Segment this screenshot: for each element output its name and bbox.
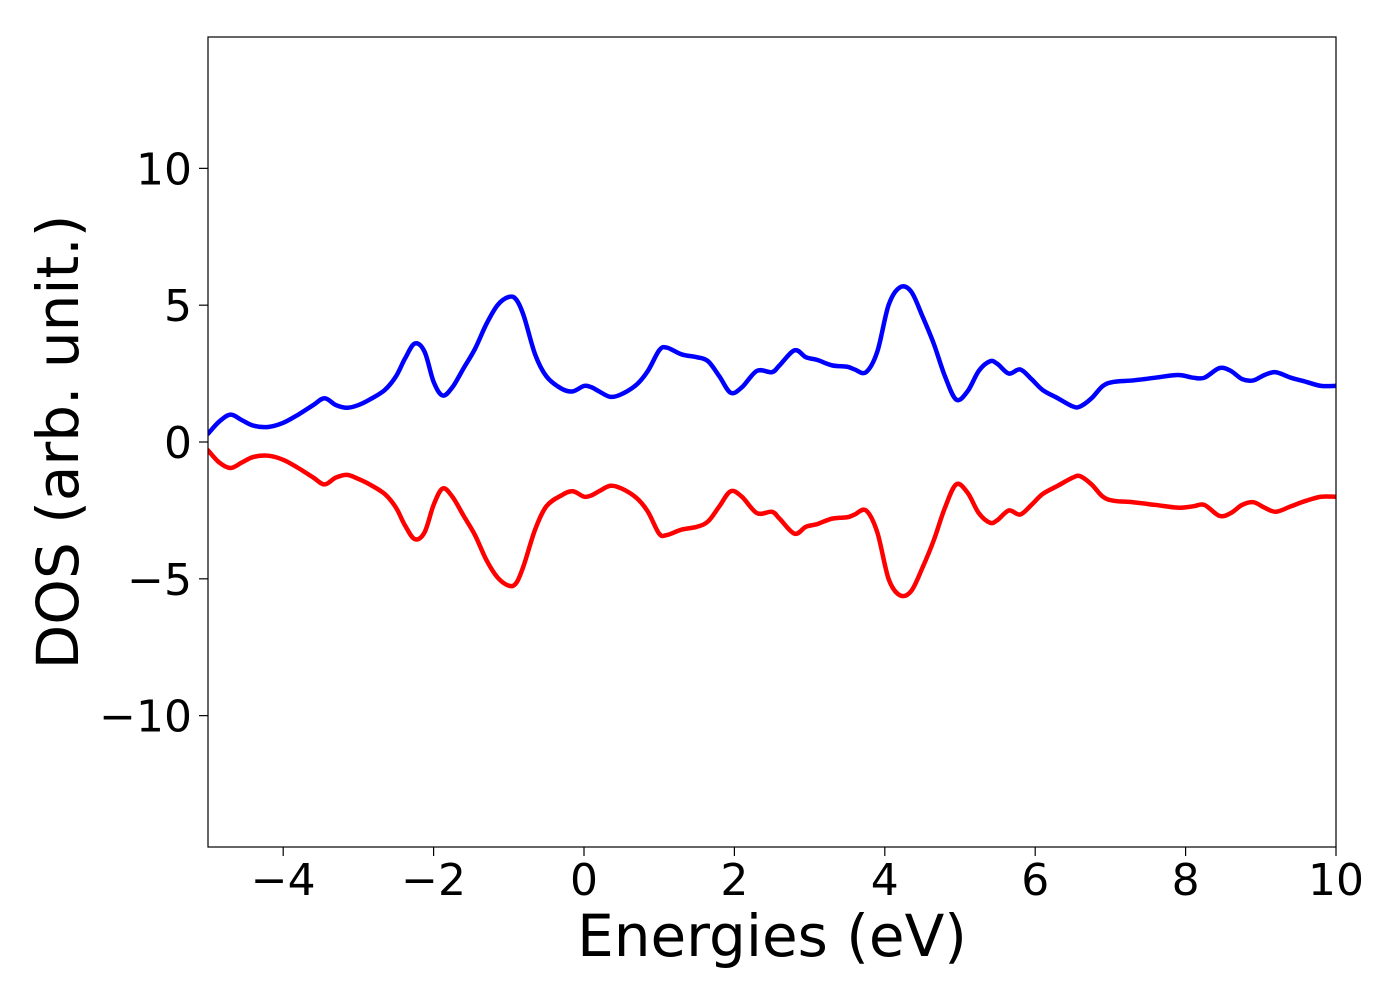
x-tick-label: 0 (570, 855, 598, 906)
x-tick-label: 4 (871, 855, 899, 906)
x-axis: −4 −2 0 2 4 6 8 10 (251, 847, 1364, 906)
y-axis-title: DOS (arb. unit.) (24, 215, 92, 670)
series-line-spin-down (208, 447, 1336, 599)
y-tick-label: 5 (164, 281, 192, 332)
x-tick-label: 8 (1172, 855, 1200, 906)
series-line-spin-up (208, 284, 1336, 437)
series-layer (208, 284, 1336, 599)
x-tick-label: −4 (251, 855, 316, 906)
x-tick-label: 10 (1308, 855, 1364, 906)
y-tick-label: 10 (136, 144, 192, 195)
x-tick-label: 6 (1021, 855, 1049, 906)
x-tick-label: −2 (401, 855, 466, 906)
y-tick-label: 0 (164, 418, 192, 469)
y-tick-label: −10 (99, 692, 192, 743)
x-axis-title: Energies (eV) (577, 902, 967, 970)
y-tick-label: −5 (127, 555, 192, 606)
y-axis: 10 5 0 −5 −10 (99, 144, 208, 743)
x-tick-label: 2 (720, 855, 748, 906)
